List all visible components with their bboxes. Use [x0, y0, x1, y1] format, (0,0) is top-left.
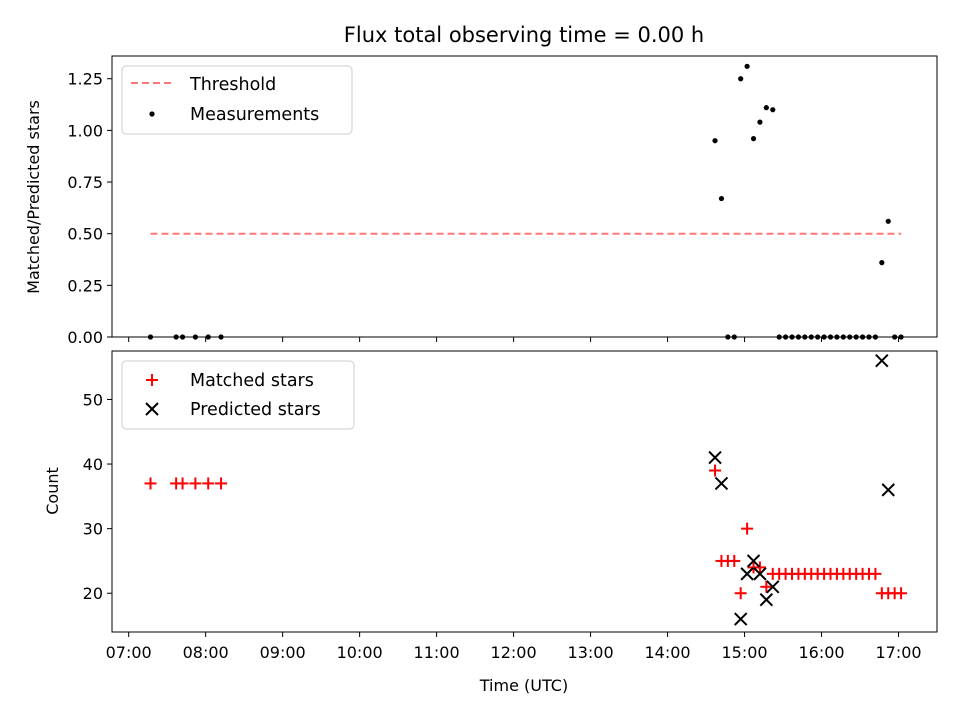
- matched-star-point: [176, 477, 189, 490]
- matched-star-point: [215, 477, 228, 490]
- predicted-star-point: [753, 567, 767, 581]
- predicted-star-point: [746, 554, 761, 568]
- predicted-star-point: [875, 353, 889, 368]
- bottom-y-tick-label: 30: [83, 520, 103, 539]
- x-tick-label: 11:00: [414, 643, 460, 662]
- top-y-axis-label: Matched/Predicted stars: [24, 100, 43, 294]
- bottom-axes: 20 30 40 50 07:00 08:00 09:00 10:00 11:00 12:00 13…: [43, 350, 938, 695]
- top-axes: 0.00 0.25 0.50 0.75 1.00 1.25 Matched/Predict…: [24, 55, 938, 347]
- x-tick-label: 10:00: [337, 643, 383, 662]
- top-legend: Threshold Measurements: [121, 65, 353, 135]
- legend-matched-label: Matched stars: [190, 371, 314, 391]
- predicted-star-point: [740, 567, 754, 581]
- measurement-point: [757, 119, 763, 125]
- predicted-star-point: [766, 580, 780, 594]
- top-axes-frame: [111, 55, 938, 338]
- bottom-y-axis-label: Count: [43, 467, 62, 515]
- measurement-point: [770, 107, 776, 113]
- x-tick-label: 13:00: [568, 643, 614, 662]
- matched-star-point: [734, 587, 747, 600]
- measurement-point: [738, 76, 744, 82]
- x-tick-label: 12:00: [491, 643, 537, 662]
- measurement-point: [885, 218, 891, 224]
- x-tick-label: 16:00: [798, 643, 844, 662]
- measurement-point: [763, 105, 769, 111]
- matched-star-point: [202, 477, 215, 490]
- legend-threshold-label: Threshold: [189, 75, 276, 95]
- bottom-y-tick-label: 40: [83, 455, 103, 474]
- measurement-point: [718, 195, 725, 202]
- matched-star-point: [895, 587, 908, 600]
- legend-matched-swatch: [146, 374, 158, 386]
- top-y-tick-label: 1.25: [67, 70, 103, 89]
- bottom-legend-box: [121, 360, 355, 430]
- measurement-point: [712, 138, 718, 144]
- bottom-legend: Matched stars Predicted stars: [121, 360, 355, 430]
- x-tick-label: 07:00: [106, 643, 152, 662]
- x-tick-label: 17:00: [875, 643, 921, 662]
- matched-star-point: [869, 567, 882, 580]
- measurement-point: [744, 63, 750, 69]
- top-legend-box: [121, 65, 353, 135]
- predicted-star-point: [759, 592, 774, 607]
- top-y-tick-label: 0.50: [67, 225, 103, 244]
- measurement-point: [879, 260, 885, 266]
- legend-measurements-swatch: [149, 111, 155, 117]
- matched-star-point: [741, 522, 754, 535]
- x-tick-label: 08:00: [183, 643, 229, 662]
- top-y-tick-label: 0.75: [67, 173, 103, 192]
- matched-star-point: [144, 477, 157, 490]
- x-tick-label: 15:00: [721, 643, 767, 662]
- matched-star-point: [709, 464, 722, 477]
- matched-star-point: [753, 561, 766, 574]
- predicted-star-point: [714, 476, 729, 491]
- x-axis-label: Time (UTC): [479, 676, 568, 695]
- top-y-tick-label: 1.00: [67, 121, 103, 140]
- measurement-point: [750, 136, 757, 142]
- matched-star-point: [728, 554, 741, 567]
- predicted-star-point: [733, 612, 748, 626]
- bottom-y-tick-label: 50: [83, 390, 103, 409]
- top-y-tick-label: 0.00: [67, 328, 103, 347]
- bottom-axes-frame: [111, 350, 938, 633]
- legend-predicted-swatch: [145, 402, 159, 416]
- matched-star-point: [760, 580, 773, 593]
- x-tick-label: 09:00: [260, 643, 306, 662]
- x-tick-label: 14:00: [645, 643, 691, 662]
- matched-star-point: [189, 477, 202, 490]
- bottom-y-tick-label: 20: [83, 584, 103, 603]
- predicted-star-point: [881, 483, 895, 497]
- legend-predicted-label: Predicted stars: [190, 400, 321, 420]
- top-y-tick-label: 0.25: [67, 276, 103, 295]
- chart-title: Flux total observing time = 0.00 h: [344, 23, 704, 47]
- legend-measurements-label: Measurements: [190, 105, 319, 125]
- predicted-star-point: [708, 450, 722, 465]
